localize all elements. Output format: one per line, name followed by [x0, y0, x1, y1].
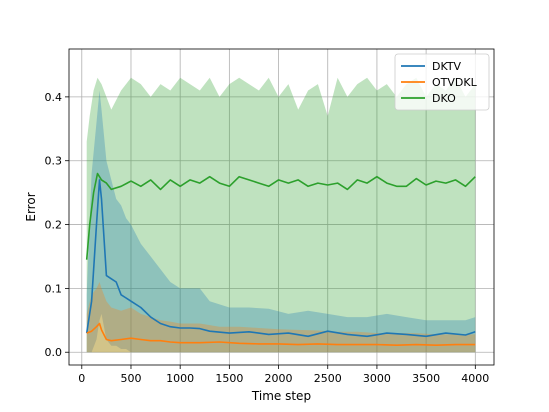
y-tick-label: 0.2: [45, 219, 63, 232]
axes-frame: [68, 48, 495, 366]
line-otvdkl: [86, 322, 476, 347]
y-tick-label: 0.3: [45, 155, 63, 168]
series-lines: [85, 172, 476, 347]
x-tick-label: 1500: [215, 372, 243, 385]
legend-box: [394, 53, 490, 111]
legend-label-dktv: DKTV: [432, 60, 462, 73]
y-axis-label: Error: [24, 192, 38, 221]
x-tick-label: 2000: [265, 372, 293, 385]
x-tick-label: 0: [78, 372, 85, 385]
x-tick-label: 1000: [166, 372, 194, 385]
y-tick-label: 0.0: [45, 346, 63, 359]
x-tick-label: 500: [120, 372, 141, 385]
y-tick-label: 0.1: [45, 282, 63, 295]
legend: DKTV OTVDKL DKO: [394, 53, 490, 111]
band-dko: [86, 77, 476, 353]
x-tick-label: 3500: [412, 372, 440, 385]
band-dktv: [86, 90, 476, 353]
x-axis-label: Time step: [251, 389, 311, 403]
y-tick-label: 0.4: [45, 91, 63, 104]
y-axis-ticks: 0.0 0.1 0.2 0.3 0.4: [45, 91, 69, 359]
legend-label-otvdkl: OTVDKL: [432, 76, 478, 89]
x-tick-label: 3000: [363, 372, 391, 385]
line-dko: [85, 172, 476, 260]
x-tick-label: 2500: [314, 372, 342, 385]
x-axis-ticks: 0 500 1000 1500 2000 2500 3000 3500 4000: [78, 365, 489, 385]
x-tick-label: 4000: [461, 372, 489, 385]
legend-label-dko: DKO: [432, 92, 456, 105]
line-dktv: [85, 179, 476, 338]
